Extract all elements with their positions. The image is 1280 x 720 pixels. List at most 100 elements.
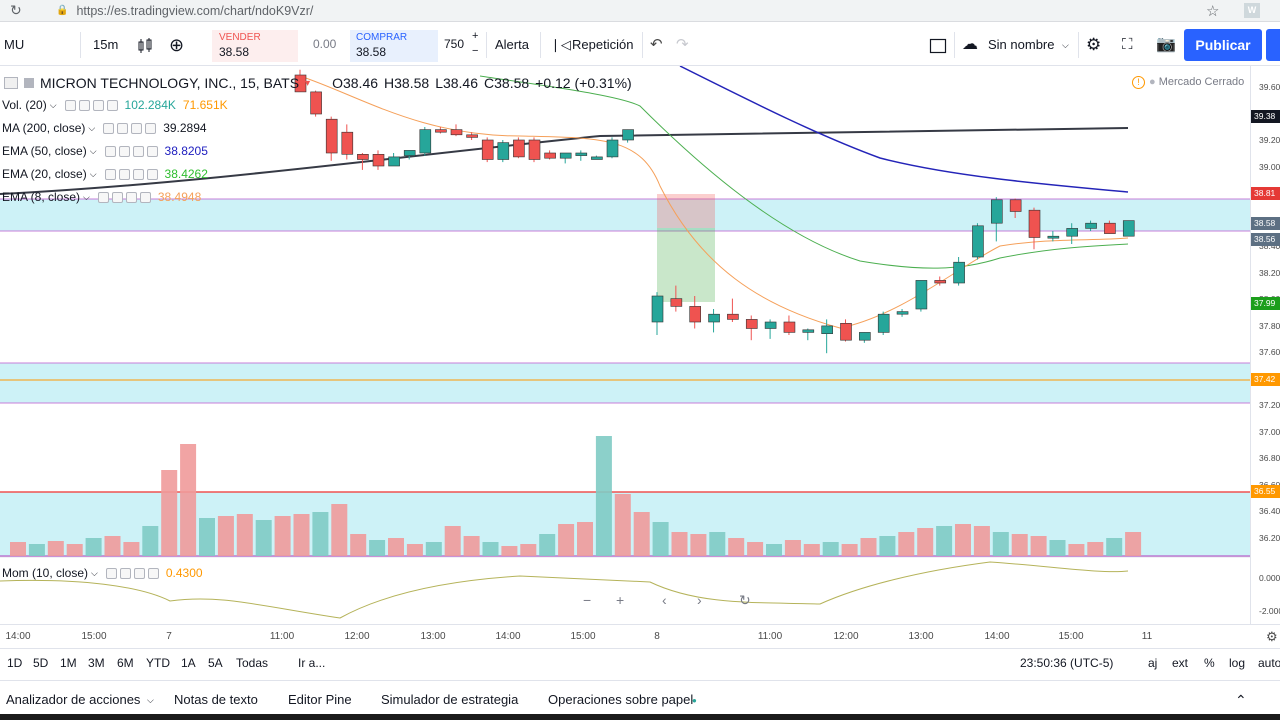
camera-snapshot-icon[interactable]: 📷 bbox=[1156, 36, 1176, 53]
volume-bar bbox=[1030, 536, 1047, 556]
range-button[interactable]: YTD bbox=[146, 656, 170, 670]
fullscreen-icon[interactable]: ⛶ bbox=[1122, 36, 1133, 53]
range-button[interactable]: 1M bbox=[60, 656, 77, 670]
price-tag: 36.55 bbox=[1251, 485, 1280, 498]
interval-button[interactable]: 15m bbox=[93, 37, 119, 52]
replay-button[interactable]: Repetición bbox=[572, 37, 634, 52]
chevron-down-icon[interactable]: ⌵ bbox=[91, 567, 98, 578]
axis-option-button[interactable]: auto bbox=[1258, 656, 1280, 670]
indicator-buttons[interactable] bbox=[97, 191, 151, 203]
cloud-icon: ☁ bbox=[962, 36, 978, 53]
alert-button[interactable]: Alerta bbox=[495, 37, 529, 52]
axis-option-button[interactable]: log bbox=[1229, 656, 1246, 670]
undo-icon[interactable]: ↶ bbox=[650, 36, 663, 53]
indicator-name[interactable]: Vol. (20) bbox=[2, 98, 47, 112]
range-button[interactable]: 5A bbox=[208, 656, 223, 670]
indicator-buttons[interactable] bbox=[103, 122, 157, 134]
layout-name[interactable]: Sin nombre bbox=[988, 37, 1055, 52]
indicator-legend-row[interactable]: MA (200, close) ⌵ 39.2894 bbox=[2, 119, 207, 137]
goto-date-button[interactable]: Ir a... bbox=[298, 656, 326, 670]
price-tick-label: 39.00 bbox=[1259, 161, 1280, 172]
chevron-down-icon[interactable]: ⌵ bbox=[49, 99, 57, 110]
bottom-tab[interactable]: Notas de texto bbox=[174, 692, 258, 707]
chevron-down-icon[interactable]: ⌵ bbox=[89, 168, 97, 179]
range-button[interactable]: 6M bbox=[117, 656, 134, 670]
indicator-legend-row[interactable]: EMA (20, close) ⌵ 38.4262 bbox=[2, 165, 208, 183]
collapse-icon[interactable] bbox=[4, 77, 18, 89]
momentum-name[interactable]: Mom (10, close) bbox=[2, 566, 89, 580]
range-button[interactable]: 1D bbox=[7, 656, 23, 670]
zoom-out-icon[interactable]: − bbox=[583, 592, 592, 608]
time-axis[interactable]: ⚙ 14:00 15:00 7 11:00 12:00 13:00 14:00 15:00 8 1… bbox=[0, 624, 1280, 648]
price-axis[interactable]: 39.6039.4039.2039.0038.8038.6038.4038.20… bbox=[1250, 66, 1280, 624]
indicator-name[interactable]: EMA (50, close) bbox=[2, 144, 87, 158]
indicator-legend-row[interactable]: Vol. (20) ⌵ 102.284K 71.651K bbox=[2, 96, 228, 114]
taskbar-strip bbox=[0, 714, 1280, 720]
url-text[interactable]: https://es.tradingview.com/chart/ndoK9Vz… bbox=[76, 3, 314, 18]
scroll-left-icon[interactable]: ‹ bbox=[662, 592, 667, 608]
range-button[interactable]: 5D bbox=[33, 656, 49, 670]
lock-icon: 🔒 bbox=[56, 5, 69, 16]
indicators-plus-icon[interactable]: ⊕ bbox=[169, 35, 185, 55]
buy-button[interactable]: COMPRAR 38.58 bbox=[350, 30, 438, 62]
axis-option-button[interactable]: % bbox=[1204, 656, 1215, 670]
settings-gear-icon[interactable]: ⚙ bbox=[1086, 35, 1102, 54]
replay-icon[interactable]: ❘◁ bbox=[550, 37, 571, 52]
quantity-stepper[interactable]: + − bbox=[472, 30, 479, 57]
indicator-buttons[interactable] bbox=[104, 168, 158, 180]
redo-icon[interactable]: ↷ bbox=[676, 36, 689, 53]
chevron-down-icon[interactable]: ⌵ bbox=[1062, 40, 1069, 50]
bottom-tab[interactable]: Operaciones sobre papel bbox=[548, 692, 694, 707]
chevron-down-icon[interactable]: ⌵ bbox=[89, 145, 97, 156]
reset-chart-icon[interactable]: ↻ bbox=[739, 592, 751, 608]
price-chart-canvas[interactable] bbox=[0, 66, 1250, 624]
chevron-down-icon[interactable]: ⌵ bbox=[88, 122, 96, 133]
axis-option-button[interactable]: aj bbox=[1148, 656, 1158, 670]
extension-icon[interactable]: W bbox=[1244, 3, 1260, 18]
indicator-buttons[interactable] bbox=[105, 567, 159, 579]
bottom-tab[interactable]: Analizador de acciones bbox=[6, 692, 141, 707]
quantity-input[interactable]: 750 bbox=[444, 37, 465, 51]
sell-price: 38.58 bbox=[219, 45, 250, 59]
volume-bar bbox=[312, 512, 329, 556]
reload-icon[interactable]: ↻ bbox=[10, 2, 22, 18]
fullscreen-layout-icon[interactable] bbox=[929, 24, 947, 66]
bookmark-star-icon[interactable]: ☆ bbox=[1206, 3, 1220, 20]
status-dot-icon: ● bbox=[692, 696, 697, 705]
candle-body bbox=[372, 154, 385, 167]
side-panel-button[interactable] bbox=[1266, 29, 1280, 61]
time-tick-label: 14:00 bbox=[5, 631, 31, 642]
range-button[interactable]: Todas bbox=[236, 656, 269, 670]
range-button[interactable]: 3M bbox=[88, 656, 105, 670]
bottom-tab[interactable]: Editor Pine bbox=[288, 692, 352, 707]
indicator-name[interactable]: EMA (8, close) bbox=[2, 190, 81, 204]
indicator-legend-row[interactable]: EMA (8, close) ⌵ 38.4948 bbox=[2, 188, 201, 206]
indicator-buttons[interactable] bbox=[104, 145, 158, 157]
candle-body bbox=[1066, 228, 1078, 237]
axis-settings-gear-icon[interactable]: ⚙ bbox=[1266, 629, 1278, 644]
volume-bar bbox=[595, 436, 612, 556]
indicator-buttons[interactable] bbox=[64, 99, 118, 111]
zoom-in-icon[interactable]: + bbox=[616, 592, 625, 608]
candle-body bbox=[689, 306, 702, 323]
chevron-down-icon[interactable]: ⌵ bbox=[83, 191, 90, 202]
publish-button[interactable]: Publicar bbox=[1184, 29, 1262, 61]
sell-button[interactable]: VENDER 38.58 bbox=[212, 30, 298, 62]
chevron-down-icon[interactable]: ⌵ bbox=[147, 695, 154, 705]
axis-option-button[interactable]: ext bbox=[1172, 656, 1189, 670]
range-button[interactable]: 1A bbox=[181, 656, 196, 670]
scroll-right-icon[interactable]: › bbox=[697, 592, 702, 608]
volume-bar bbox=[66, 544, 83, 556]
indicator-legend-row[interactable]: EMA (50, close) ⌵ 38.8205 bbox=[2, 142, 208, 160]
chart-pane[interactable] bbox=[0, 66, 1250, 624]
chevron-up-icon[interactable]: ⌃ bbox=[1235, 692, 1247, 708]
bottom-tab[interactable]: Simulador de estrategia bbox=[381, 692, 519, 707]
candle-body bbox=[1085, 222, 1097, 229]
chart-style-icon[interactable] bbox=[137, 24, 153, 66]
volume-bar bbox=[1106, 538, 1123, 556]
indicator-name[interactable]: MA (200, close) bbox=[2, 121, 86, 135]
symbol-search-button[interactable]: MU bbox=[4, 37, 25, 52]
clock-timezone[interactable]: 23:50:36 (UTC-5) bbox=[1020, 656, 1114, 670]
volume-bar bbox=[123, 542, 140, 556]
indicator-name[interactable]: EMA (20, close) bbox=[2, 167, 87, 181]
